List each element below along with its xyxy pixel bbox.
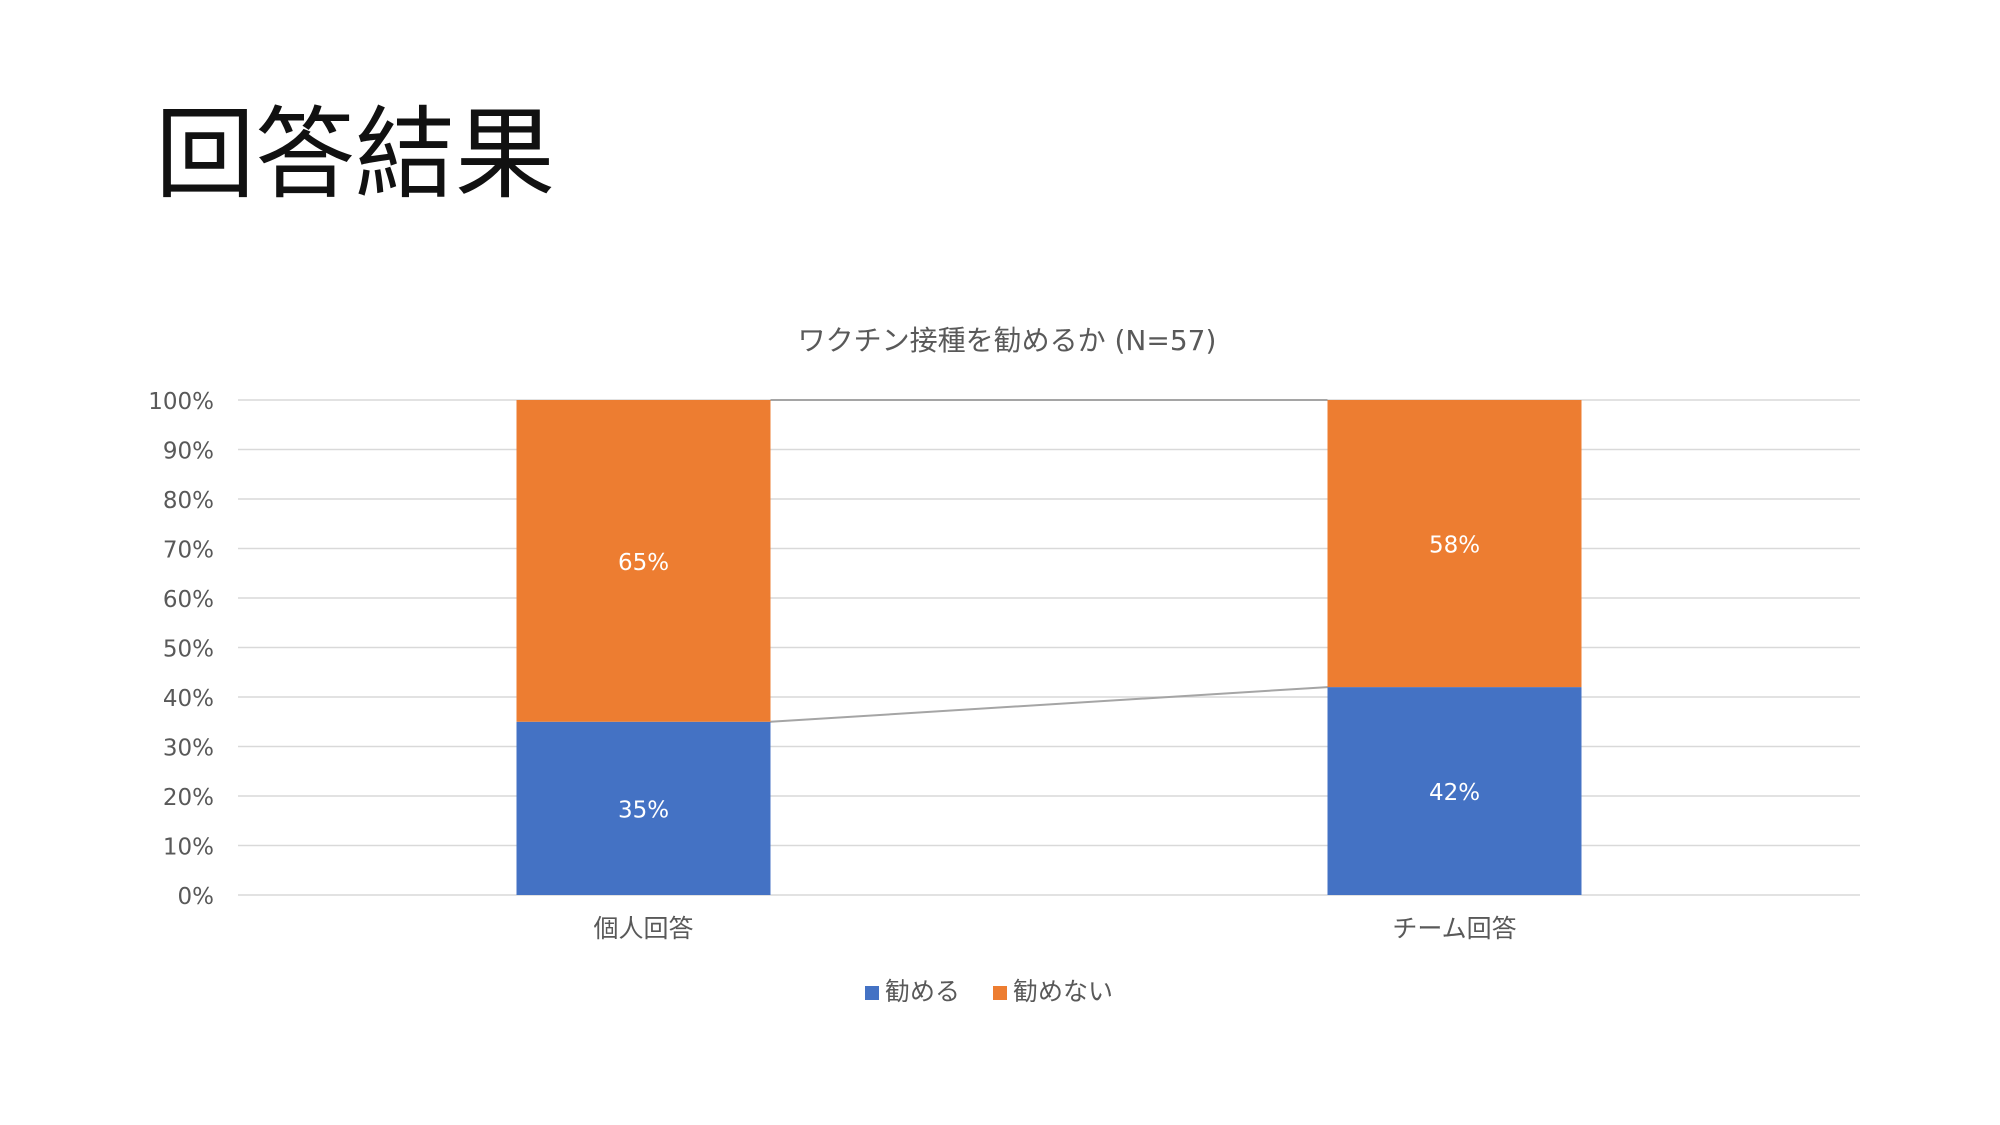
data-label: 65% (618, 550, 669, 576)
data-label: 35% (618, 797, 669, 823)
data-label: 42% (1429, 780, 1480, 806)
legend-label: 勧める (885, 977, 960, 1006)
y-axis: 0% 10% 20% 30% 40% 50% 60% 70% 80% 90% 100% (148, 389, 214, 910)
bars (516, 400, 1582, 895)
data-labels: 35% 65% 42% 58% (618, 533, 1480, 824)
y-tick-label: 60% (163, 587, 214, 613)
series-line (770, 686, 1328, 723)
x-axis: 個人回答 チーム回答 (593, 914, 1516, 943)
y-tick-label: 20% (163, 785, 214, 811)
y-tick-label: 100% (148, 389, 214, 415)
y-tick-label: 50% (163, 637, 214, 663)
y-tick-label: 80% (163, 488, 214, 514)
bar-segment (516, 721, 771, 895)
series-lines (770, 399, 1328, 723)
y-tick-label: 30% (163, 736, 214, 762)
legend-label: 勧めない (1013, 977, 1113, 1006)
bar-segment (1327, 400, 1582, 688)
y-tick-label: 90% (163, 439, 214, 465)
legend-swatch (865, 986, 879, 1000)
y-tick-label: 10% (163, 835, 214, 861)
y-tick-label: 70% (163, 538, 214, 564)
bar-segment (1327, 687, 1582, 895)
y-tick-label: 0% (178, 884, 215, 910)
bar-segment (516, 400, 771, 722)
data-label: 58% (1429, 533, 1480, 559)
x-tick-label: 個人回答 (593, 914, 693, 943)
legend: 勧める 勧めない (865, 977, 1113, 1006)
slide-title: 回答結果 (155, 96, 555, 213)
gridlines (238, 399, 1860, 896)
y-tick-label: 40% (163, 686, 214, 712)
chart-title: ワクチン接種を勧めるか (N=57) (798, 324, 1217, 357)
x-tick-label: チーム回答 (1392, 914, 1516, 943)
legend-swatch (993, 986, 1007, 1000)
